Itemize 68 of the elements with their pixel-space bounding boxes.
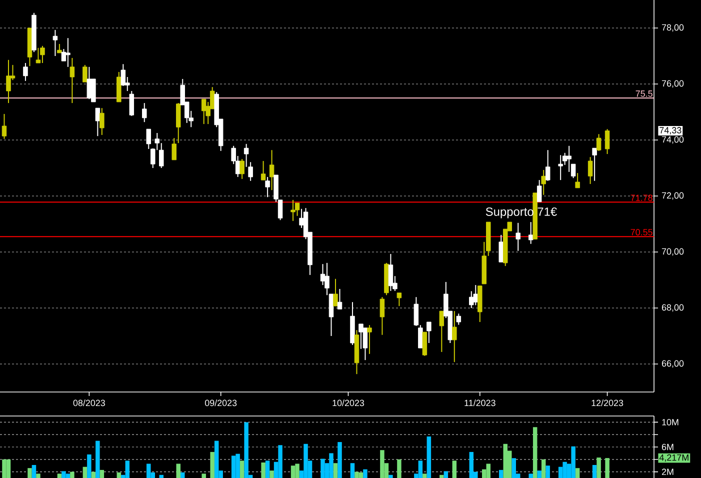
candlestick: [82, 64, 88, 83]
candlestick: [536, 180, 542, 202]
candlestick: [2, 113, 7, 140]
candlestick: [473, 284, 478, 306]
candlestick: [604, 128, 610, 154]
candlestick: [545, 150, 550, 182]
candlestick: [176, 102, 181, 144]
candlestick: [426, 322, 432, 344]
candlestick: [422, 332, 428, 356]
candlestick: [452, 310, 457, 363]
candlestick: [588, 156, 593, 184]
candlestick: [575, 172, 580, 188]
y-tick-label: 78,00: [662, 24, 684, 32]
text: 74,33: [660, 127, 682, 134]
candlestick: [52, 29, 58, 56]
candlestick: [6, 59, 11, 104]
ref-line-label: 75.5: [636, 90, 652, 97]
x-tick-label: 08/2023: [73, 400, 105, 406]
x-tick-label: 10/2023: [332, 400, 364, 406]
candlestick: [367, 324, 372, 354]
candlestick: [290, 199, 296, 222]
y-tick-label: 6M: [662, 444, 674, 450]
y-tick-label: 2M: [662, 468, 674, 475]
candlestick: [388, 253, 394, 292]
ref-line-label: 70.55: [630, 229, 652, 236]
y-tick-label: 70,00: [662, 248, 684, 256]
candlestick: [541, 169, 546, 196]
candlestick: [333, 278, 338, 307]
candlestick: [172, 138, 176, 160]
candlestick: [240, 158, 244, 180]
candlestick: [86, 66, 92, 100]
y-tick-label: 72,00: [662, 192, 684, 200]
y-tick-label: 74,00: [662, 136, 684, 144]
candlestick: [142, 102, 147, 123]
candlestick: [396, 292, 402, 307]
x-tick-label: 09/2023: [204, 400, 237, 406]
x-tick-label: 12/2023: [592, 400, 624, 406]
candlestick: [36, 47, 41, 64]
candlestick: [100, 108, 104, 136]
candlestick: [362, 327, 368, 361]
x-tick-label: 11/2023: [464, 400, 496, 406]
candlestick: [23, 62, 28, 82]
candlestick: [439, 310, 444, 352]
y-tick-label: 10M: [662, 419, 678, 426]
ref-line-label: 71.78: [630, 194, 652, 201]
candlestick: [269, 150, 274, 191]
candlestick: [337, 288, 342, 310]
candlestick: [358, 323, 364, 350]
candlestick: [414, 296, 419, 326]
candlestick: [40, 45, 45, 64]
candlestick: [66, 38, 70, 68]
y-tick-label: 66,00: [662, 360, 684, 368]
candlestick: [592, 148, 597, 182]
candlestick: [528, 222, 534, 244]
candlestick: [516, 222, 520, 252]
candlestick: [70, 57, 75, 104]
candlestick: [498, 234, 504, 263]
candlestick: [129, 90, 134, 116]
candlestick: [456, 313, 462, 326]
candlestick: [95, 108, 100, 137]
candlestick: [201, 98, 206, 125]
candlestick: [596, 134, 602, 152]
candlestick: [260, 160, 266, 181]
candlestick: [380, 296, 385, 336]
y-tick-label: 76,00: [662, 80, 684, 88]
y-tick-label: 68,00: [662, 304, 684, 312]
text: 4,217M: [659, 454, 688, 462]
candlestick: [265, 176, 270, 198]
